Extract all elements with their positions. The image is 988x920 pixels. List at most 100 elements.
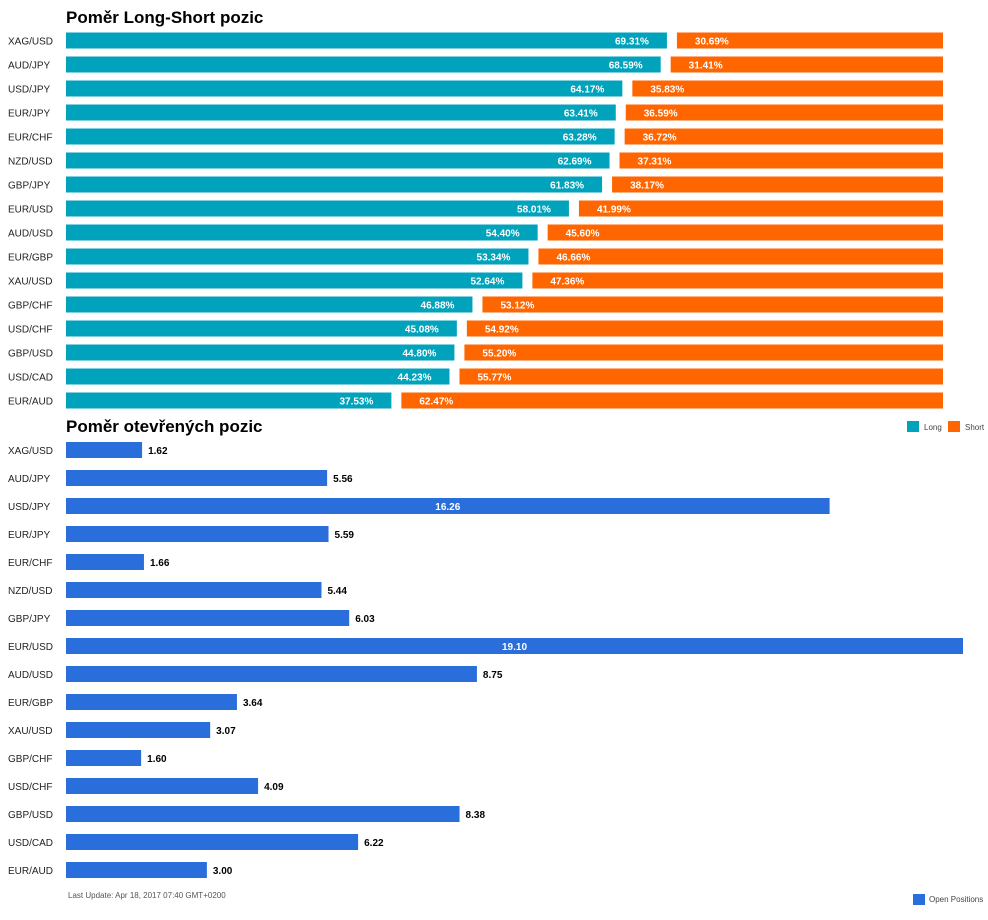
long-bar [66, 272, 523, 289]
open-positions-bar [66, 666, 477, 682]
short-bar [401, 392, 943, 409]
short-bar [482, 296, 943, 313]
category-label: USD/CAD [8, 373, 53, 384]
open-positions-value-label: 5.56 [333, 474, 353, 485]
category-label: NZD/USD [8, 157, 52, 168]
short-bar [612, 176, 943, 193]
open-positions-value-label: 1.66 [150, 558, 170, 569]
short-value-label: 36.59% [644, 109, 678, 120]
open-positions-bar [66, 638, 963, 654]
category-label: XAU/USD [8, 726, 52, 737]
legend-swatch-open-positions [913, 894, 925, 905]
category-label: GBP/USD [8, 349, 53, 360]
short-value-label: 45.60% [566, 229, 600, 240]
long-value-label: 63.28% [563, 133, 597, 144]
long-bar [66, 104, 616, 121]
category-label: GBP/CHF [8, 301, 52, 312]
category-label: NZD/USD [8, 586, 52, 597]
open-positions-value-label: 3.07 [216, 726, 236, 737]
long-value-label: 69.31% [615, 37, 649, 48]
short-value-label: 37.31% [638, 157, 672, 168]
short-bar [459, 368, 943, 385]
short-value-label: 47.36% [550, 277, 584, 288]
open-positions-legend: Open Positions [913, 894, 983, 905]
open-positions-value-label: 6.03 [355, 614, 375, 625]
category-label: AUD/JPY [8, 474, 51, 485]
short-bar [670, 56, 943, 73]
short-bar [624, 128, 943, 145]
category-label: GBP/USD [8, 810, 53, 821]
open-positions-chart-title: Poměr otevřených pozic [66, 417, 263, 436]
category-label: EUR/CHF [8, 133, 52, 144]
open-positions-bar [66, 610, 350, 626]
long-value-label: 63.41% [564, 109, 598, 120]
short-value-label: 36.72% [643, 133, 677, 144]
short-value-label: 62.47% [419, 397, 453, 408]
open-positions-value-label: 5.59 [335, 530, 355, 541]
open-positions-value-label: 6.22 [364, 838, 384, 849]
open-positions-bar [66, 750, 142, 766]
category-label: USD/JPY [8, 502, 51, 513]
open-positions-bar [66, 470, 328, 486]
short-value-label: 35.83% [650, 85, 684, 96]
open-positions-value-label: 4.09 [264, 782, 284, 793]
open-positions-bar [66, 806, 460, 822]
long-bar [66, 248, 529, 265]
short-value-label: 46.66% [556, 253, 590, 264]
short-bar [464, 344, 943, 361]
long-value-label: 46.88% [421, 301, 455, 312]
long-bar [66, 392, 392, 409]
category-label: USD/CAD [8, 838, 53, 849]
long-bar [66, 368, 450, 385]
short-bar [538, 248, 943, 265]
category-label: EUR/USD [8, 642, 53, 653]
long-value-label: 54.40% [486, 229, 520, 240]
short-bar [625, 104, 943, 121]
long-short-chart-title: Poměr Long-Short pozic [66, 8, 263, 27]
open-positions-value-label: 8.75 [483, 670, 503, 681]
open-positions-value-label: 1.60 [147, 754, 167, 765]
open-positions-value-label: 19.10 [502, 642, 527, 653]
long-bar [66, 152, 610, 169]
long-value-label: 53.34% [477, 253, 511, 264]
long-value-label: 62.69% [558, 157, 592, 168]
category-label: EUR/CHF [8, 558, 52, 569]
legend-label-open-positions: Open Positions [929, 895, 983, 904]
open-positions-bar [66, 498, 830, 514]
long-bar [66, 344, 455, 361]
short-bar [578, 200, 943, 217]
long-bar [66, 80, 623, 97]
short-bar [619, 152, 943, 169]
long-value-label: 52.64% [470, 277, 504, 288]
category-label: USD/JPY [8, 85, 51, 96]
long-value-label: 68.59% [609, 61, 643, 72]
open-positions-value-label: 16.26 [435, 502, 460, 513]
short-value-label: 31.41% [689, 61, 723, 72]
long-bar [66, 32, 667, 49]
long-value-label: 37.53% [339, 397, 373, 408]
open-positions-bar [66, 834, 359, 850]
open-positions-bar [66, 694, 237, 710]
open-positions-bar [66, 582, 322, 598]
open-positions-chart: XAG/USD 1.62 AUD/JPY 5.56 USD/JPY 16.26 EUR/JP… [8, 442, 963, 878]
long-bar [66, 56, 661, 73]
open-positions-bar [66, 442, 143, 458]
short-value-label: 38.17% [630, 181, 664, 192]
category-label: AUD/USD [8, 229, 53, 240]
category-label: EUR/AUD [8, 397, 53, 408]
category-label: XAG/USD [8, 446, 53, 457]
category-label: GBP/CHF [8, 754, 52, 765]
long-bar [66, 200, 569, 217]
open-positions-value-label: 8.38 [466, 810, 486, 821]
short-value-label: 55.20% [482, 349, 516, 360]
legend-swatch-long [907, 421, 919, 432]
category-label: EUR/JPY [8, 530, 51, 541]
open-positions-bar [66, 554, 144, 570]
open-positions-bar [66, 862, 207, 878]
short-bar [547, 224, 943, 241]
category-label: AUD/JPY [8, 61, 51, 72]
long-value-label: 44.80% [402, 349, 436, 360]
open-positions-bar [66, 526, 329, 542]
open-positions-value-label: 3.00 [213, 866, 233, 877]
short-value-label: 30.69% [695, 37, 729, 48]
